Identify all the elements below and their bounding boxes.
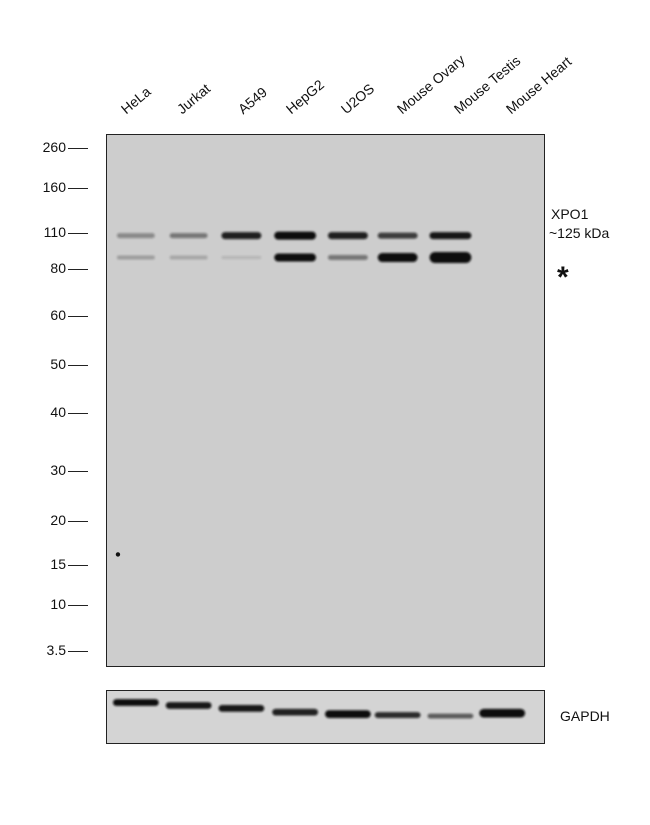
lower-band bbox=[327, 255, 368, 261]
mw-marker-tick bbox=[68, 521, 88, 522]
gapdh-blot-panel bbox=[106, 690, 545, 744]
lower-band bbox=[429, 252, 472, 264]
lane-label: HepG2 bbox=[282, 76, 327, 117]
mw-marker-tick bbox=[68, 651, 88, 652]
lane-label: Jurkat bbox=[173, 80, 214, 117]
lower-band bbox=[221, 256, 262, 260]
xpo1-band bbox=[221, 232, 262, 240]
lane-label: A549 bbox=[234, 83, 271, 117]
lower-band bbox=[274, 253, 317, 262]
lower-band bbox=[116, 255, 155, 260]
mw-marker-tick bbox=[68, 188, 88, 189]
mw-marker-tick bbox=[68, 605, 88, 606]
xpo1-band bbox=[327, 232, 368, 240]
mw-marker-label: 15 bbox=[50, 556, 66, 572]
mw-marker-label: 60 bbox=[50, 307, 66, 323]
lane-label: HeLa bbox=[117, 83, 154, 117]
lower-band bbox=[377, 253, 418, 263]
mw-marker-label: 160 bbox=[42, 179, 66, 195]
xpo1-band bbox=[274, 231, 317, 240]
mw-marker-label: 110 bbox=[43, 224, 66, 240]
xpo1-band bbox=[377, 232, 418, 239]
mw-marker-label: 30 bbox=[50, 462, 66, 478]
gapdh-blot-image bbox=[107, 691, 544, 743]
mw-marker-label: 10 bbox=[50, 596, 66, 612]
mw-marker-label: 40 bbox=[50, 404, 66, 420]
xpo1-band bbox=[116, 233, 155, 239]
mw-marker-tick bbox=[68, 365, 88, 366]
gapdh-background bbox=[107, 691, 544, 743]
gapdh-band bbox=[218, 704, 265, 712]
nonspecific-band-marker: * bbox=[557, 261, 569, 294]
xpo1-band bbox=[169, 233, 208, 239]
mw-marker-label: 50 bbox=[50, 356, 66, 372]
mw-marker-tick bbox=[68, 148, 88, 149]
mw-marker-tick bbox=[68, 316, 88, 317]
mw-marker-label: 3.5 bbox=[46, 642, 66, 658]
main-blot-panel bbox=[106, 134, 545, 667]
mw-marker-tick bbox=[68, 413, 88, 414]
mw-marker-tick bbox=[68, 233, 88, 234]
gapdh-band bbox=[112, 699, 159, 706]
target-name-label: XPO1 bbox=[551, 206, 589, 222]
target-size-label: ~125 kDa bbox=[549, 225, 610, 241]
gapdh-band bbox=[427, 713, 474, 719]
blot-speck bbox=[115, 552, 121, 557]
mw-marker-label: 80 bbox=[50, 260, 66, 276]
gapdh-band bbox=[374, 712, 421, 718]
gapdh-band bbox=[272, 708, 319, 716]
gapdh-band bbox=[165, 702, 212, 709]
mw-marker-tick bbox=[68, 565, 88, 566]
mw-marker-label: 260 bbox=[42, 139, 66, 155]
gapdh-band bbox=[325, 710, 371, 718]
main-blot-image bbox=[107, 135, 544, 666]
mw-marker-tick bbox=[68, 471, 88, 472]
xpo1-band bbox=[429, 232, 472, 240]
mw-marker-tick bbox=[68, 269, 88, 270]
lower-band bbox=[169, 255, 208, 260]
lane-label: U2OS bbox=[337, 80, 378, 117]
loading-control-label: GAPDH bbox=[560, 708, 610, 724]
mw-marker-label: 20 bbox=[50, 512, 66, 528]
gapdh-band bbox=[479, 708, 526, 718]
blot-background bbox=[107, 135, 544, 666]
